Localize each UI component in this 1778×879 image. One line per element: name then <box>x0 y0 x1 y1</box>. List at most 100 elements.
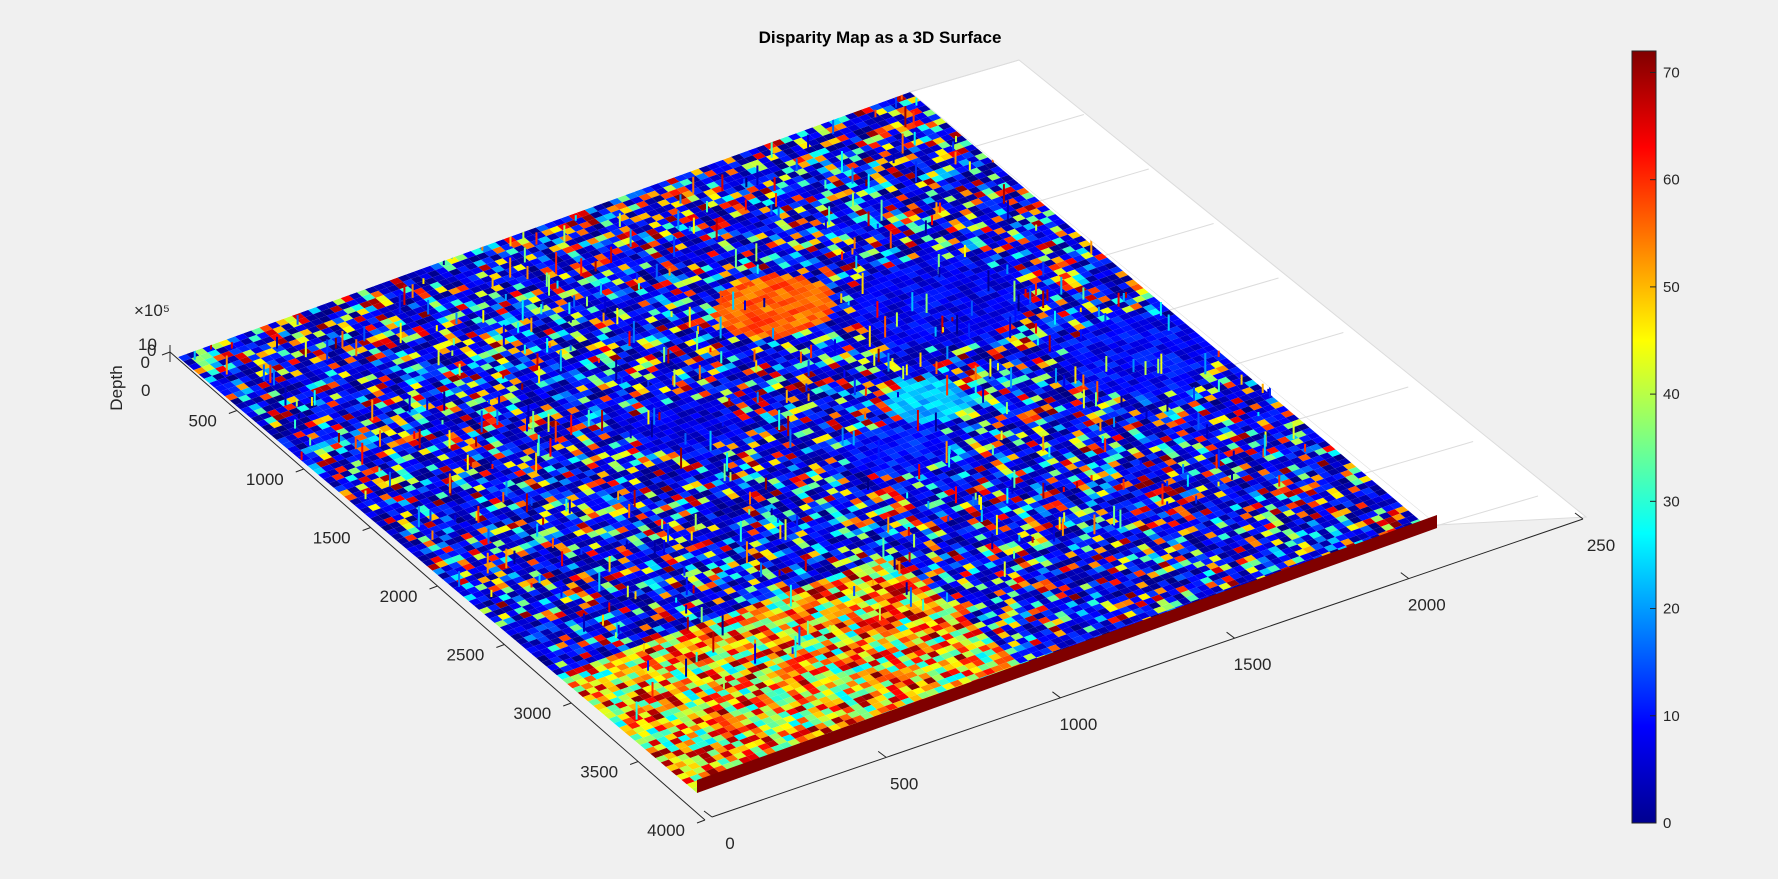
surface-patch <box>508 240 522 248</box>
surface-patch <box>239 356 253 365</box>
surface-patch <box>427 270 441 278</box>
surface-patch <box>300 309 314 318</box>
surface-patch <box>666 177 680 185</box>
surface-patch <box>194 348 208 356</box>
surface-patch <box>438 259 452 268</box>
surface-patch <box>575 228 590 237</box>
surface-patch <box>762 161 777 169</box>
surface-patch <box>348 311 362 319</box>
surface-patch <box>345 299 360 307</box>
surface-patch <box>564 238 579 247</box>
surface-patch <box>755 145 769 153</box>
surface-patch <box>602 231 616 239</box>
surface-patch <box>448 268 462 276</box>
surface-patch <box>334 328 348 337</box>
surface-patch <box>470 267 484 275</box>
surface-patch <box>475 271 489 279</box>
chart-title: Disparity Map as a 3D Surface <box>759 28 1002 47</box>
surface-patch <box>386 284 400 293</box>
surface-patch <box>617 195 631 203</box>
surface-patch <box>535 243 549 251</box>
surface-patch <box>513 263 527 272</box>
surface-patch <box>779 155 793 163</box>
surface-patch <box>694 191 709 200</box>
surface-patch <box>873 127 888 135</box>
surface-patch <box>904 103 918 111</box>
surface-patch <box>865 130 880 138</box>
surface-patch <box>730 172 744 181</box>
surface-patch <box>675 205 690 213</box>
surface-patch <box>236 364 250 372</box>
surface-patch <box>277 330 292 338</box>
surface-patch <box>234 333 249 341</box>
surface-patch <box>736 158 750 166</box>
surface-patch <box>299 328 313 337</box>
surface-patch <box>741 162 755 170</box>
surface-patch <box>245 342 259 350</box>
surface-patch <box>771 139 786 147</box>
surface-patch <box>351 303 365 312</box>
surface-patch <box>681 190 695 198</box>
surface-patch <box>787 152 801 160</box>
surface-patch <box>215 365 229 373</box>
surface-patch <box>307 325 321 334</box>
surface-patch <box>686 194 701 203</box>
surface-patch <box>844 131 858 139</box>
surface-patch <box>385 303 400 312</box>
surface-patch <box>595 215 609 223</box>
surface-patch <box>382 311 397 319</box>
surface-patch <box>188 362 202 371</box>
surface-patch <box>654 187 669 195</box>
surface-patch <box>890 102 905 110</box>
surface-patch <box>618 225 633 233</box>
surface-patch <box>201 364 216 372</box>
surface-patch <box>497 250 511 259</box>
surface-patch <box>373 283 387 291</box>
surface-patch <box>492 246 506 254</box>
surface-patch <box>293 343 307 351</box>
surface-patch <box>537 255 551 263</box>
surface-patch <box>272 326 286 334</box>
surface-patch <box>624 211 638 219</box>
surface-patch <box>609 198 623 206</box>
surface-patch <box>790 144 804 153</box>
surface-patch <box>464 262 479 270</box>
surface-patch <box>415 299 429 307</box>
surface-patch <box>700 177 715 185</box>
surface-patch <box>817 128 831 137</box>
surface-patch <box>678 197 692 206</box>
surface-patch <box>763 142 777 150</box>
surface-patch <box>439 290 454 298</box>
surface-patch <box>649 183 664 191</box>
surface-patch <box>731 153 745 162</box>
surface-patch <box>629 215 644 223</box>
surface-patch <box>467 255 482 263</box>
surface-patch <box>193 367 207 375</box>
surface-patch <box>676 186 690 194</box>
surface-patch <box>643 197 658 206</box>
surface-patch <box>565 220 579 228</box>
surface-patch <box>228 367 242 375</box>
surface-patch <box>560 215 574 223</box>
surface-patch <box>435 267 449 275</box>
surface-patch <box>828 118 842 126</box>
surface-patch <box>495 239 509 247</box>
surface-patch <box>728 161 742 169</box>
surface-patch <box>812 124 826 132</box>
surface-patch <box>510 252 525 260</box>
surface-patch <box>220 350 235 359</box>
surface-patch <box>833 122 848 131</box>
surface-patch <box>472 278 486 286</box>
surface-patch <box>570 224 584 232</box>
surface-patch <box>744 155 758 163</box>
surface-patch <box>671 181 685 190</box>
surface-patch <box>779 136 794 144</box>
surface-patch <box>592 222 606 231</box>
surface-patch <box>399 305 413 313</box>
surface-patch <box>407 302 421 310</box>
surface-patch <box>876 119 891 128</box>
surface-patch <box>426 289 440 297</box>
surface-patch <box>788 133 802 141</box>
surface-patch <box>700 196 714 204</box>
